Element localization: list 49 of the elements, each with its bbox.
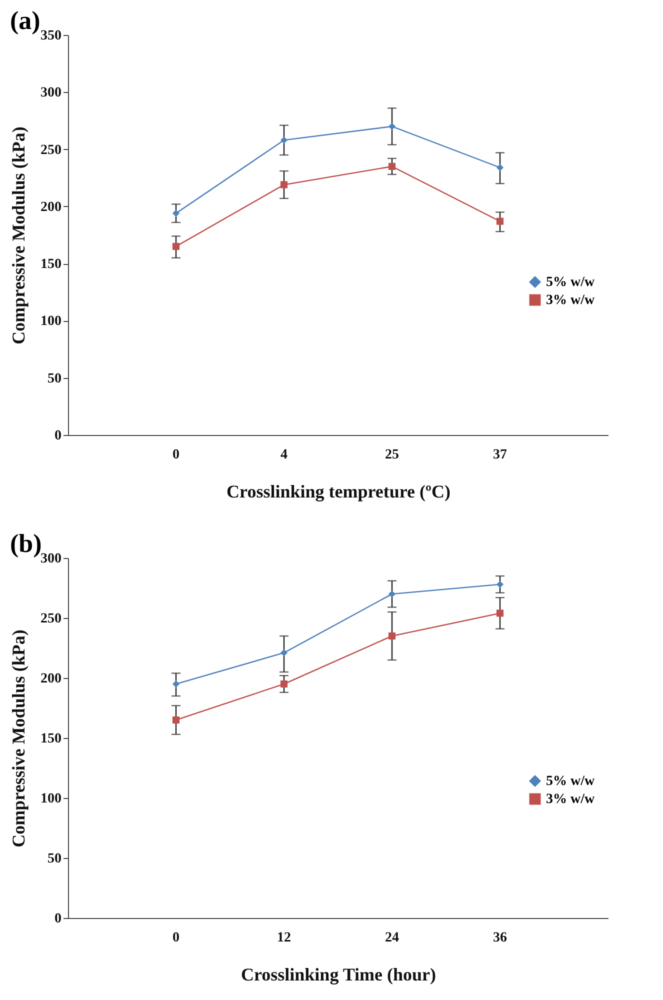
point	[388, 590, 396, 598]
x-tick-label: 36	[493, 930, 507, 946]
x-tick-label: 0	[172, 448, 180, 462]
y-tick-label: 0	[54, 428, 62, 444]
x-tick-label: 25	[385, 448, 399, 462]
point	[280, 680, 288, 688]
y-tick-label: 350	[40, 28, 62, 44]
y-axis-title: Compressive Modulus (kPa)	[8, 630, 28, 848]
point	[496, 164, 504, 172]
point	[280, 649, 288, 656]
point	[388, 162, 396, 170]
y-tick-label: 300	[40, 552, 62, 566]
point	[172, 680, 180, 688]
x-tick-label: 0	[172, 930, 180, 946]
y-tick-label: 250	[40, 142, 62, 158]
point	[280, 136, 288, 144]
legend-label: 3% w/w	[546, 792, 596, 807]
y-tick-label: 0	[54, 912, 62, 926]
y-axis-title: Compressive Modulus (kPa)	[8, 126, 28, 344]
y-tick-label: 150	[40, 732, 62, 746]
y-tick-label: 100	[40, 792, 62, 806]
point	[496, 610, 504, 617]
point	[172, 210, 180, 217]
x-tick-label: 4	[280, 448, 288, 462]
y-tick-label: 300	[40, 86, 62, 101]
point	[172, 716, 180, 724]
legend-label: 5% w/w	[546, 275, 596, 290]
y-tick-label: 150	[40, 257, 62, 272]
legend-label: 3% w/w	[546, 293, 596, 308]
x-tick-label: 12	[277, 930, 291, 946]
y-tick-label: 50	[48, 852, 62, 866]
point	[388, 122, 396, 130]
x-axis-title: Crosslinking Time (hour)	[240, 964, 436, 984]
chart-title: (b)	[10, 529, 42, 558]
point	[172, 242, 180, 250]
y-tick-label: 100	[40, 314, 62, 330]
chart-title: (a)	[10, 6, 40, 35]
point	[496, 580, 504, 588]
point	[388, 632, 396, 640]
y-tick-label: 200	[40, 200, 62, 215]
x-tick-label: 24	[385, 930, 399, 946]
legend-label: 5% w/w	[546, 774, 596, 789]
point	[496, 218, 504, 225]
x-axis-title: Crosslinking tempreture (ºC)	[226, 482, 450, 502]
y-tick-label: 200	[40, 672, 62, 686]
x-tick-label: 37	[493, 448, 507, 462]
y-tick-label: 250	[40, 612, 62, 626]
point	[280, 181, 288, 188]
y-tick-label: 50	[48, 371, 62, 386]
